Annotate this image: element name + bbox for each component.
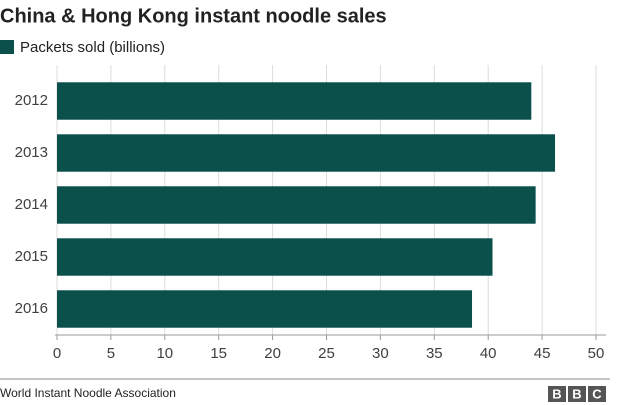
- x-tick-label: 15: [210, 345, 227, 362]
- legend-label: Packets sold (billions): [20, 39, 165, 56]
- x-tick-label: 30: [372, 345, 389, 362]
- logo-box: [588, 386, 606, 402]
- bar: [57, 82, 532, 120]
- y-tick-label: 2015: [15, 248, 48, 265]
- y-tick-label: 2012: [15, 92, 48, 109]
- x-tick-label: 45: [534, 345, 551, 362]
- x-tick-label: 40: [480, 345, 497, 362]
- x-tick-label: 50: [588, 345, 605, 362]
- x-tick-label: 5: [107, 345, 115, 362]
- chart-title: China & Hong Kong instant noodle sales: [0, 5, 387, 27]
- x-tick-label: 20: [264, 345, 281, 362]
- x-tick-label: 0: [53, 345, 61, 362]
- y-tick-label: 2014: [15, 196, 48, 213]
- y-tick-label: 2013: [15, 144, 48, 161]
- source: World Instant Noodle Association: [0, 386, 176, 400]
- logo-letter: B: [572, 386, 581, 401]
- logo-letter: B: [552, 386, 561, 401]
- bar: [57, 186, 536, 224]
- logo-box: [568, 386, 586, 402]
- logo-box: [548, 386, 566, 402]
- legend-swatch: [0, 40, 14, 54]
- x-tick-label: 35: [426, 345, 443, 362]
- y-tick-label: 2016: [15, 300, 48, 317]
- logo-letter: C: [592, 386, 602, 401]
- x-tick-label: 25: [318, 345, 335, 362]
- bar: [57, 290, 473, 328]
- bar: [57, 238, 493, 276]
- x-tick-label: 10: [156, 345, 173, 362]
- bar: [57, 134, 556, 172]
